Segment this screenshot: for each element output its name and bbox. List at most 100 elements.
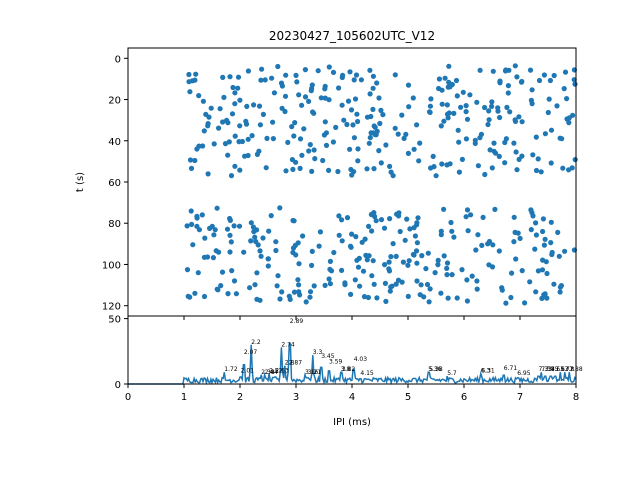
raster-point <box>414 122 420 128</box>
raster-point <box>237 123 243 129</box>
raster-point <box>545 109 551 116</box>
raster-point <box>326 64 332 70</box>
raster-point <box>447 84 453 90</box>
peak-label: 3.82 <box>342 366 356 373</box>
raster-point <box>419 253 425 259</box>
raster-point <box>436 76 442 82</box>
raster-point <box>444 260 451 266</box>
raster-point <box>366 140 372 146</box>
y-ticks: 0 50 <box>108 315 128 391</box>
raster-point <box>340 72 346 78</box>
raster-point <box>322 119 328 125</box>
x-tick-label: 1 <box>181 392 187 403</box>
raster-point <box>364 114 371 120</box>
peak-label: 3.16 <box>305 369 319 376</box>
raster-point <box>205 123 211 129</box>
raster-point <box>345 98 352 104</box>
raster-point <box>347 146 353 152</box>
raster-point <box>412 233 418 239</box>
raster-point <box>300 233 306 239</box>
raster-point <box>444 272 450 278</box>
raster-point <box>229 111 236 117</box>
raster-point <box>369 273 375 279</box>
raster-point <box>227 249 233 255</box>
raster-point <box>556 253 562 259</box>
raster-point <box>277 205 283 211</box>
raster-point <box>508 294 514 301</box>
raster-point <box>416 158 422 164</box>
y-tick-label: 40 <box>108 137 121 148</box>
raster-point <box>309 262 315 268</box>
raster-point <box>336 85 342 91</box>
raster-point <box>449 272 455 278</box>
raster-point <box>188 208 194 214</box>
raster-point <box>403 131 409 137</box>
raster-point <box>411 225 417 231</box>
raster-point <box>225 152 231 158</box>
raster-point <box>350 122 356 128</box>
raster-point <box>486 238 493 245</box>
raster-point <box>199 212 205 218</box>
raster-point <box>489 165 495 171</box>
raster-point <box>269 75 275 81</box>
raster-point <box>232 163 238 169</box>
raster-point <box>543 259 549 265</box>
raster-point <box>187 294 193 300</box>
raster-point <box>258 253 264 259</box>
raster-point <box>388 284 394 290</box>
raster-point <box>566 167 572 173</box>
raster-point <box>374 295 380 301</box>
raster-point <box>216 125 222 131</box>
raster-point <box>205 171 211 177</box>
raster-point <box>358 77 364 83</box>
raster-point <box>200 143 206 149</box>
raster-point <box>396 213 402 219</box>
raster-point <box>252 234 258 240</box>
raster-point <box>511 214 517 220</box>
raster-point <box>536 77 543 84</box>
raster-point <box>393 253 399 259</box>
raster-point <box>486 262 492 268</box>
x-ticks: 0 1 2 3 4 5 6 7 8 <box>125 384 579 403</box>
raster-point <box>372 213 378 220</box>
raster-point <box>266 228 272 234</box>
raster-point <box>490 68 496 74</box>
raster-point <box>299 102 305 108</box>
raster-point <box>283 72 289 78</box>
raster-point <box>339 267 345 273</box>
raster-point <box>539 295 545 301</box>
raster-point <box>480 214 486 220</box>
x-axis-label: IPI (ms) <box>333 417 371 428</box>
raster-point <box>330 69 337 75</box>
peak-label: 2.38 <box>261 369 275 376</box>
raster-point <box>566 115 572 121</box>
raster-point <box>533 167 540 174</box>
raster-point <box>257 248 263 254</box>
raster-point <box>228 173 235 179</box>
raster-point <box>459 156 465 162</box>
raster-point <box>289 124 295 130</box>
raster-point <box>307 142 313 148</box>
raster-point <box>487 147 493 153</box>
raster-point <box>509 270 515 276</box>
raster-point <box>548 127 555 133</box>
raster-point <box>548 160 554 166</box>
raster-point <box>187 89 193 95</box>
raster-point <box>382 280 388 286</box>
raster-point <box>330 139 336 145</box>
raster-point <box>315 68 321 74</box>
raster-point <box>482 104 488 111</box>
raster-point <box>519 268 525 274</box>
raster-point <box>421 294 427 300</box>
raster-point <box>333 124 339 130</box>
raster-point <box>495 108 501 114</box>
raster-point <box>290 217 296 224</box>
raster-point <box>541 242 548 248</box>
raster-point <box>370 106 376 112</box>
raster-point <box>296 282 302 288</box>
raster-point <box>439 161 445 167</box>
raster-point <box>535 268 542 274</box>
raster-point <box>347 69 353 75</box>
raster-point <box>339 217 345 223</box>
raster-point <box>309 168 315 174</box>
